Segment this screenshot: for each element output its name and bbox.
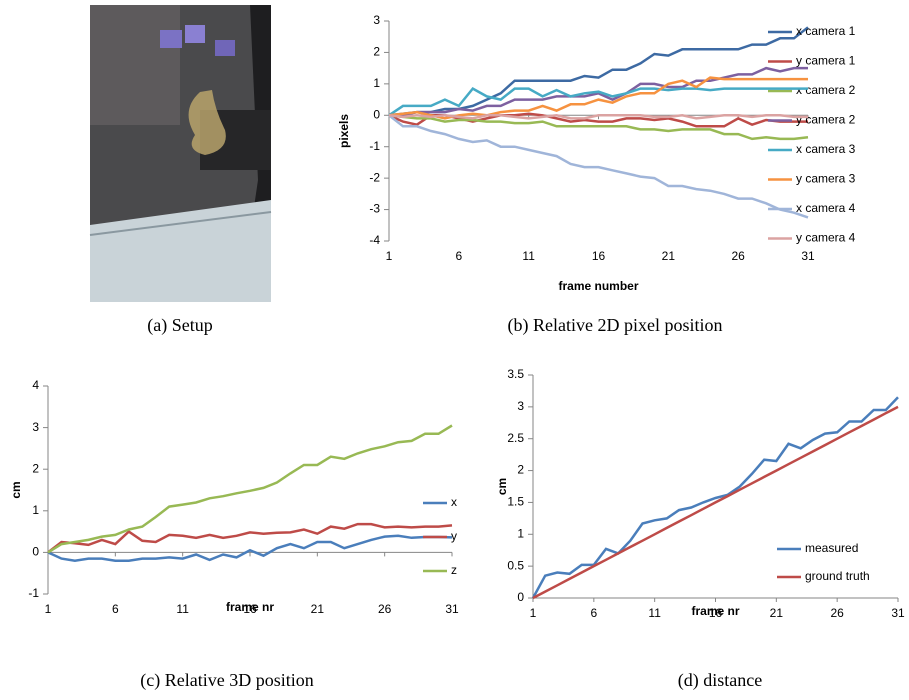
x-tick-label: 1: [530, 606, 537, 620]
legend-label: y camera 3: [796, 172, 856, 186]
legend-label: y camera 1: [796, 54, 856, 68]
x-tick-label: 11: [522, 249, 535, 263]
legend-label: y camera 4: [796, 231, 856, 245]
caption: (c) Relative 3D position: [140, 670, 313, 691]
x-tick-label: 11: [648, 606, 661, 620]
series-line: [47, 424, 453, 554]
series-line: [389, 66, 808, 117]
series-line: [47, 534, 453, 562]
x-tick-label: 31: [891, 606, 905, 620]
legend-label: x: [451, 495, 457, 509]
y-tick-label: -1: [28, 586, 39, 600]
y-tick-label: 3: [32, 420, 39, 434]
y-tick-label: -2: [369, 170, 380, 184]
legend-label: y camera 2: [796, 113, 856, 127]
legend-label: measured: [805, 541, 858, 555]
x-tick-label: 26: [731, 249, 745, 263]
x-tick-label: 16: [709, 606, 723, 620]
y-tick-label: -4: [369, 233, 380, 247]
legend-label: y: [451, 529, 457, 543]
legend-label: x camera 1: [796, 24, 856, 38]
y-tick-label: 1: [517, 526, 524, 540]
y-tick-label: 2: [517, 463, 524, 477]
y-tick-label: -3: [369, 202, 380, 216]
caption: (d) distance: [678, 670, 762, 691]
x-axis-title: frame nr: [226, 600, 274, 614]
x-tick-label: 26: [830, 606, 844, 620]
x-tick-label: 6: [112, 602, 119, 616]
legend-label: x camera 2: [796, 83, 856, 97]
setup-photo: [89, 5, 272, 302]
x-tick-label: 21: [770, 606, 784, 620]
y-tick-label: 0: [373, 107, 380, 121]
x-tick-label: 31: [801, 249, 815, 263]
y-tick-label: 1: [373, 76, 380, 90]
x-tick-label: 21: [662, 249, 676, 263]
legend-label: x camera 3: [796, 142, 856, 156]
series-line: [388, 114, 808, 120]
y-tick-label: -1: [369, 139, 380, 153]
y-tick-label: 2: [373, 45, 380, 59]
y-tick-label: 1.5: [507, 495, 524, 509]
x-tick-label: 26: [378, 602, 392, 616]
x-tick-label: 31: [445, 602, 459, 616]
y-axis-title: pixels: [337, 114, 351, 148]
series-line: [388, 114, 809, 141]
y-axis-title: cm: [9, 481, 23, 498]
y-tick-label: 2.5: [507, 431, 524, 445]
legend-label: x camera 4: [796, 201, 856, 215]
y-tick-label: 1: [32, 503, 39, 517]
x-axis-title: frame nr: [691, 604, 739, 618]
legend-label: z: [451, 563, 457, 577]
x-axis-title: frame number: [558, 279, 638, 293]
legend-label: ground truth: [805, 569, 870, 583]
y-tick-label: 4: [32, 378, 39, 392]
y-tick-label: 0.5: [507, 558, 524, 572]
x-tick-label: 6: [455, 249, 462, 263]
x-tick-label: 16: [592, 249, 606, 263]
series-line: [47, 522, 453, 554]
series-line: [388, 86, 808, 117]
series-line: [532, 405, 899, 600]
y-tick-label: 3.5: [507, 367, 524, 381]
series-line: [388, 114, 809, 219]
x-tick-label: 16: [243, 602, 257, 616]
y-tick-label: 0: [32, 545, 39, 559]
y-tick-label: 3: [517, 399, 524, 413]
series-line: [388, 112, 808, 128]
caption: (a) Setup: [147, 315, 212, 336]
x-tick-label: 6: [590, 606, 597, 620]
series-line: [388, 76, 808, 120]
x-tick-label: 1: [45, 602, 52, 616]
x-tick-label: 21: [311, 602, 325, 616]
x-tick-label: 11: [176, 602, 189, 616]
y-tick-label: 2: [32, 461, 39, 475]
y-tick-label: 0: [517, 590, 524, 604]
x-tick-label: 1: [386, 249, 393, 263]
y-axis-title: cm: [495, 478, 509, 495]
y-tick-label: 3: [373, 13, 380, 27]
caption: (b) Relative 2D pixel position: [508, 315, 723, 336]
